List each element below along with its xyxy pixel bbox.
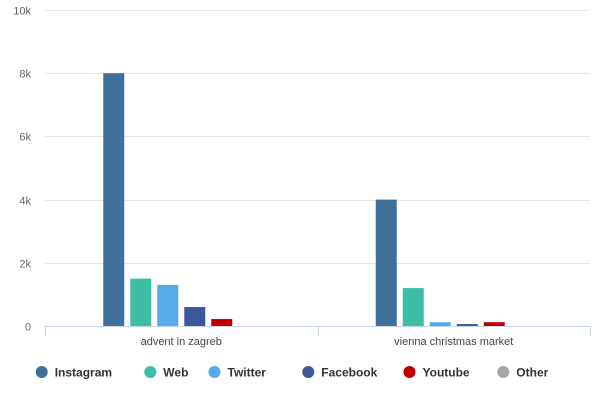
y-tick-label: 10k [13, 6, 31, 18]
legend-label: Twitter [228, 366, 267, 380]
legend-item-instagram[interactable]: Instagram [35, 366, 112, 380]
bar-twitter-vienna-christmas-market[interactable] [429, 322, 451, 326]
bar-youtube-vienna-christmas-market[interactable] [483, 322, 505, 326]
legend-marker [302, 366, 315, 378]
legend-item-twitter[interactable]: Twitter [208, 366, 267, 380]
bar-youtube-advent-in-zagreb[interactable] [211, 319, 233, 326]
legend-item-web[interactable]: Web [144, 366, 188, 380]
x-category-label: advent in zagreb [141, 336, 222, 348]
y-axis-ticks: 0 2k 4k 6k 8k 10k [13, 6, 31, 334]
legend-marker [208, 366, 221, 378]
legend-marker [35, 366, 48, 378]
bars [103, 73, 505, 326]
legend-marker [144, 366, 157, 378]
bar-instagram-advent-in-zagreb[interactable] [103, 73, 125, 326]
bar-instagram-vienna-christmas-market[interactable] [375, 199, 397, 326]
legend-item-other[interactable]: Other [497, 366, 549, 380]
y-tick-label: 6k [19, 132, 31, 144]
legend-marker [497, 366, 510, 378]
y-tick-label: 4k [19, 196, 31, 208]
y-tick-label: 0 [25, 322, 31, 334]
bar-web-advent-in-zagreb[interactable] [130, 278, 152, 326]
x-category-label: vienna christmas market [394, 336, 513, 348]
bar-facebook-advent-in-zagreb[interactable] [184, 307, 206, 326]
legend-label: Other [516, 366, 548, 380]
bar-twitter-advent-in-zagreb[interactable] [157, 284, 179, 326]
y-tick-label: 2k [19, 259, 31, 271]
legend-item-youtube[interactable]: Youtube [403, 366, 470, 380]
x-axis: advent in zagreb vienna christmas market [45, 326, 591, 348]
legend-label: Instagram [55, 366, 112, 380]
legend: Instagram Web Twitter Facebook Youtube Other [35, 366, 549, 380]
grid-lines [45, 10, 590, 264]
legend-label: Facebook [321, 366, 377, 380]
bar-web-vienna-christmas-market[interactable] [402, 288, 424, 326]
legend-label: Youtube [423, 366, 470, 380]
legend-item-facebook[interactable]: Facebook [302, 366, 378, 380]
legend-marker [403, 366, 416, 378]
bar-facebook-vienna-christmas-market[interactable] [456, 324, 478, 326]
y-tick-label: 8k [19, 69, 31, 81]
legend-label: Web [163, 366, 188, 380]
